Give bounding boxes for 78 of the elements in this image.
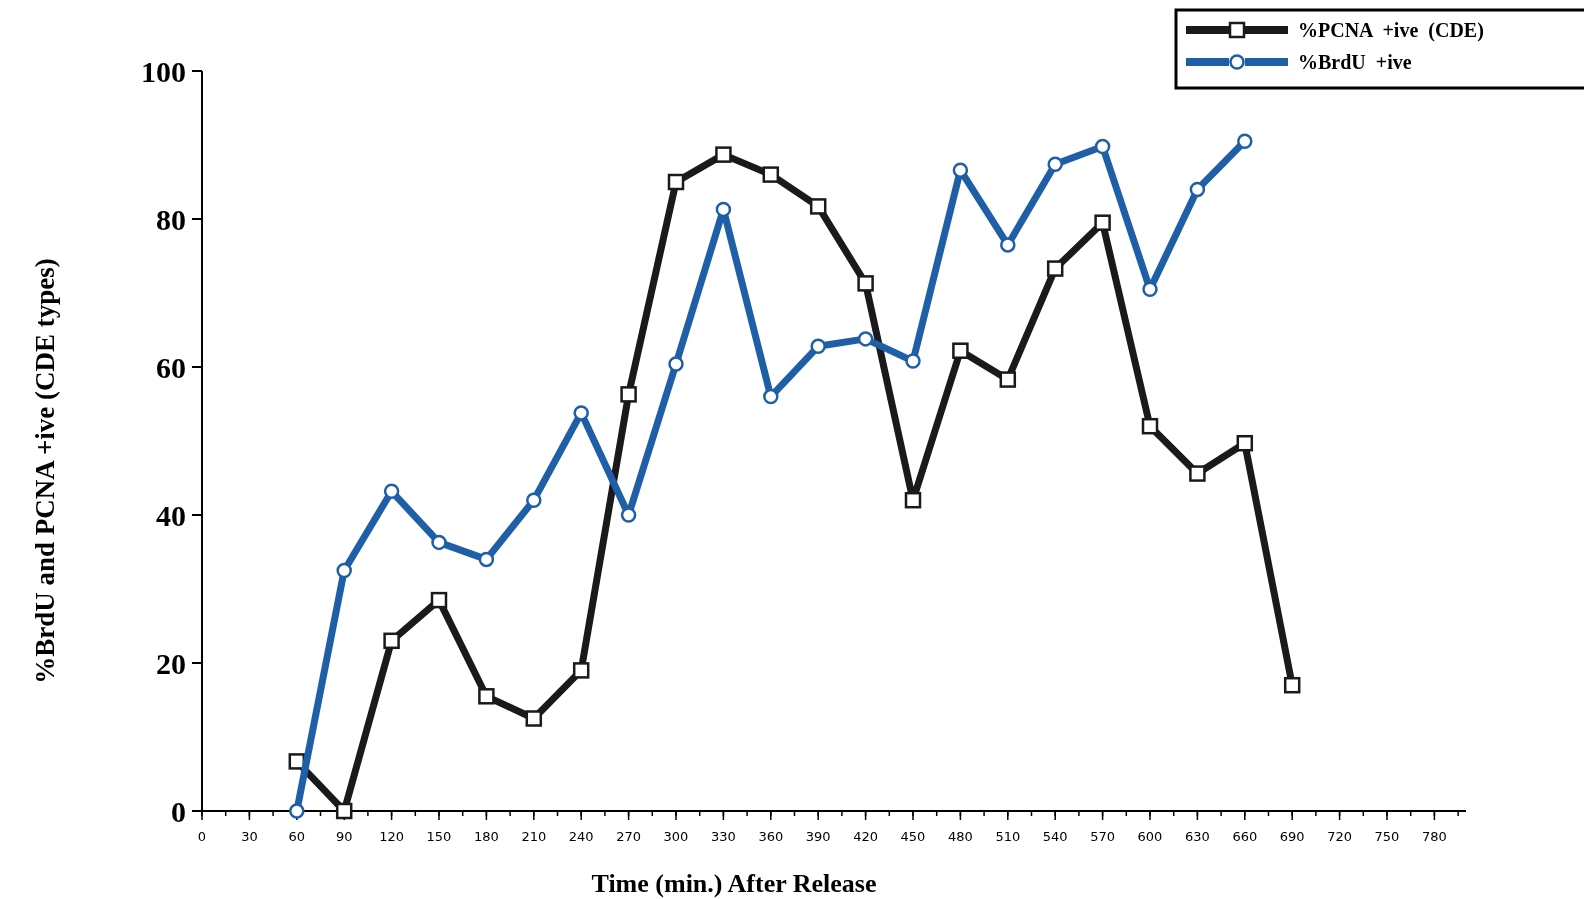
x-tick-label: 120 (379, 829, 405, 844)
point (620, 386, 637, 403)
point (478, 688, 495, 705)
x-tick-label: 570 (1090, 829, 1116, 844)
point (1237, 133, 1253, 150)
x-tick-label: 360 (758, 829, 784, 844)
x-tick-label: 90 (335, 829, 353, 844)
x-tick-label: 690 (1279, 829, 1305, 844)
point (810, 338, 826, 355)
legend-label: %BrdU +ive (1298, 51, 1412, 73)
point (430, 591, 448, 609)
x-tick-label: 600 (1137, 829, 1163, 844)
point (572, 662, 590, 679)
point (715, 201, 732, 218)
point (1142, 281, 1158, 298)
x-tick-label: 750 (1374, 829, 1400, 844)
point (1094, 138, 1111, 155)
point (1283, 676, 1301, 694)
point (1236, 434, 1254, 452)
x-tick-label: 30 (241, 829, 258, 844)
legend-label: %PCNA +ive (CDE) (1298, 19, 1484, 42)
point (289, 803, 305, 819)
point (431, 534, 447, 551)
point (809, 198, 827, 215)
x-tick-label: 330 (710, 829, 736, 844)
x-tick-label: 420 (853, 829, 879, 844)
x-tick-label: 240 (568, 829, 594, 844)
point (904, 491, 922, 509)
x-tick-label: 780 (1421, 829, 1447, 844)
point (905, 353, 921, 369)
point (952, 162, 969, 178)
point (999, 371, 1017, 388)
x-tick-label: 210 (521, 829, 547, 844)
point (762, 166, 780, 183)
point (526, 492, 542, 508)
x-tick-label: 60 (288, 829, 306, 844)
x-tick-label: 270 (616, 829, 642, 844)
point (715, 146, 732, 163)
point (857, 331, 874, 347)
x-tick-label: 480 (947, 829, 973, 844)
point (335, 802, 353, 820)
point (573, 405, 589, 421)
x-tick-label: 540 (1042, 829, 1068, 844)
point (1189, 465, 1206, 482)
x-tick-label: 390 (805, 829, 831, 844)
point (763, 388, 779, 405)
point (525, 710, 543, 727)
point (1141, 417, 1159, 435)
point (620, 507, 637, 523)
x-tick-label: 0 (197, 829, 207, 844)
point (1094, 214, 1111, 231)
y-tick-label: 40 (156, 498, 186, 532)
point (857, 275, 874, 292)
x-tick-label: 720 (1327, 829, 1353, 844)
x-tick-label: 510 (995, 829, 1021, 844)
x-tick-label: 180 (473, 829, 499, 844)
point (1189, 181, 1206, 198)
point (668, 356, 684, 372)
point (383, 483, 400, 500)
y-tick-label: 60 (156, 350, 186, 384)
point (336, 562, 352, 579)
x-tick-label: 300 (663, 829, 689, 844)
y-tick-label: 80 (156, 202, 186, 236)
x-tick-label: 660 (1232, 829, 1258, 844)
y-tick-label: 100 (141, 54, 186, 88)
point (1046, 260, 1064, 277)
point (952, 342, 969, 359)
y-tick-label: 20 (156, 646, 186, 680)
point (1047, 156, 1063, 172)
y-axis-title: %BrdU and PCNA +ive (CDE types) (30, 258, 60, 684)
x-axis-title: Time (min.) After Release (591, 869, 877, 898)
point (478, 551, 495, 568)
x-tick-label: 450 (900, 829, 926, 844)
x-tick-label: 630 (1184, 829, 1210, 844)
point (383, 632, 400, 650)
x-tick-label: 150 (426, 829, 452, 844)
point (1000, 237, 1016, 253)
point (667, 173, 685, 191)
